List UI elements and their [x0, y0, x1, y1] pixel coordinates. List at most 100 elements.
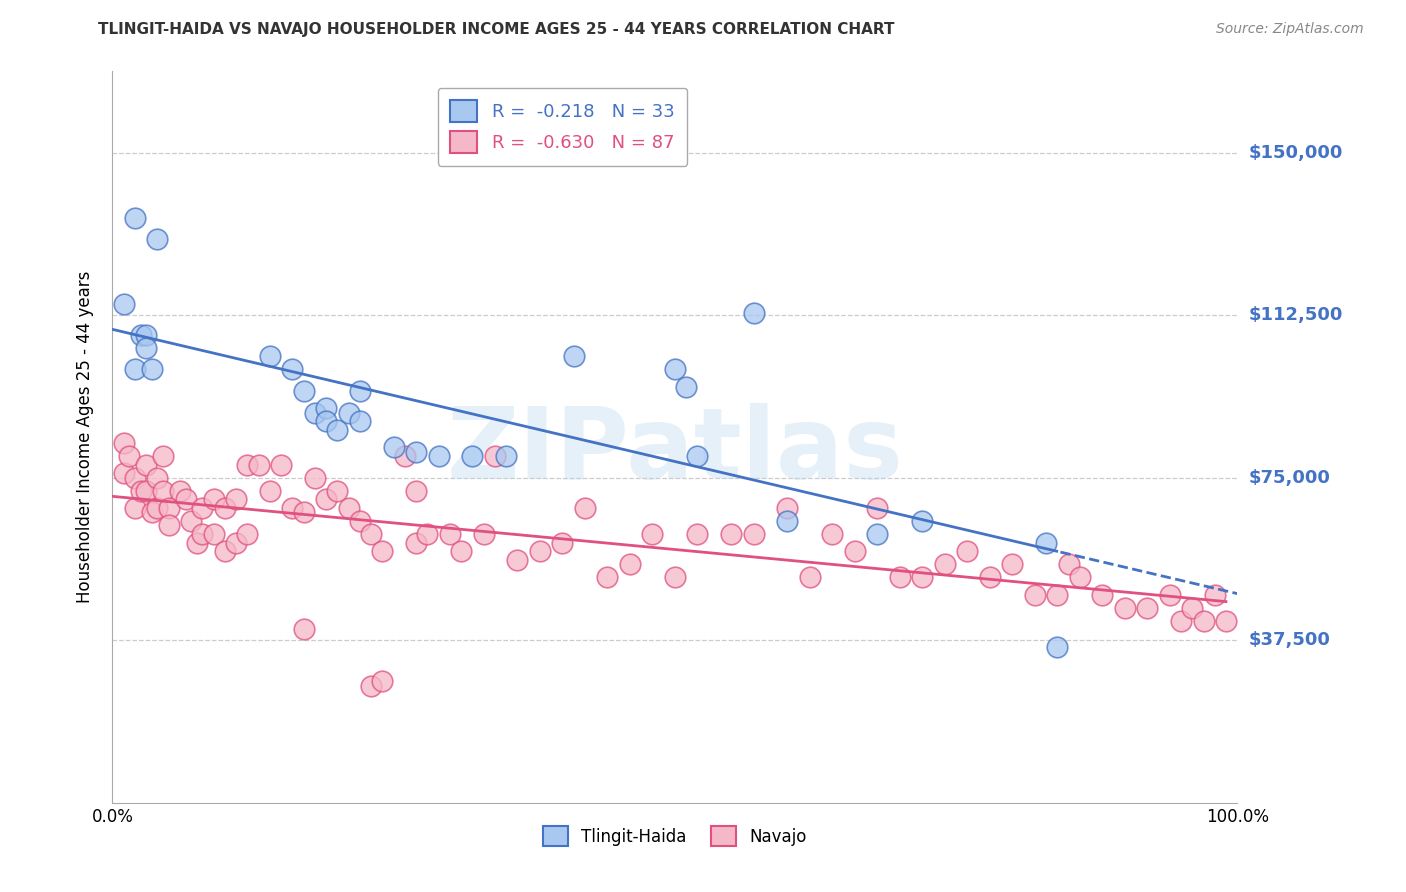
- Point: [1136, 600, 1159, 615]
- Point: [236, 527, 259, 541]
- Point: [1069, 570, 1091, 584]
- Point: [202, 527, 225, 541]
- Point: [461, 449, 484, 463]
- Point: [686, 449, 709, 463]
- Point: [506, 553, 529, 567]
- Point: [214, 501, 236, 516]
- Point: [1114, 600, 1136, 615]
- Point: [664, 362, 686, 376]
- Point: [326, 483, 349, 498]
- Point: [979, 570, 1001, 584]
- Point: [292, 505, 315, 519]
- Point: [439, 527, 461, 541]
- Point: [315, 401, 337, 416]
- Point: [844, 544, 866, 558]
- Point: [1159, 588, 1181, 602]
- Point: [174, 492, 197, 507]
- Point: [349, 384, 371, 398]
- Point: [619, 558, 641, 572]
- Point: [371, 544, 394, 558]
- Point: [382, 441, 405, 455]
- Point: [641, 527, 664, 541]
- Point: [1170, 614, 1192, 628]
- Point: [720, 527, 742, 541]
- Point: [394, 449, 416, 463]
- Point: [799, 570, 821, 584]
- Point: [157, 501, 180, 516]
- Point: [1181, 600, 1204, 615]
- Point: [1204, 588, 1226, 602]
- Legend: Tlingit-Haida, Navajo: Tlingit-Haida, Navajo: [536, 820, 814, 853]
- Point: [821, 527, 844, 541]
- Point: [124, 471, 146, 485]
- Point: [1046, 588, 1069, 602]
- Text: $37,500: $37,500: [1249, 632, 1330, 649]
- Point: [259, 349, 281, 363]
- Point: [247, 458, 270, 472]
- Point: [742, 527, 765, 541]
- Point: [675, 380, 697, 394]
- Point: [349, 514, 371, 528]
- Point: [135, 341, 157, 355]
- Text: $75,000: $75,000: [1249, 468, 1330, 487]
- Point: [191, 527, 214, 541]
- Point: [337, 501, 360, 516]
- Point: [934, 558, 956, 572]
- Point: [281, 362, 304, 376]
- Point: [911, 514, 934, 528]
- Point: [146, 232, 169, 246]
- Point: [236, 458, 259, 472]
- Point: [405, 444, 427, 458]
- Point: [112, 467, 135, 481]
- Point: [450, 544, 472, 558]
- Point: [529, 544, 551, 558]
- Point: [281, 501, 304, 516]
- Point: [742, 306, 765, 320]
- Point: [596, 570, 619, 584]
- Point: [152, 483, 174, 498]
- Point: [315, 492, 337, 507]
- Point: [956, 544, 979, 558]
- Point: [157, 518, 180, 533]
- Point: [146, 471, 169, 485]
- Point: [225, 535, 247, 549]
- Point: [180, 514, 202, 528]
- Text: ZIPatlas: ZIPatlas: [447, 403, 903, 500]
- Point: [292, 623, 315, 637]
- Point: [866, 527, 889, 541]
- Y-axis label: Householder Income Ages 25 - 44 years: Householder Income Ages 25 - 44 years: [76, 271, 94, 603]
- Point: [225, 492, 247, 507]
- Point: [349, 414, 371, 428]
- Point: [292, 384, 315, 398]
- Point: [664, 570, 686, 584]
- Point: [124, 211, 146, 225]
- Point: [1024, 588, 1046, 602]
- Point: [191, 501, 214, 516]
- Point: [259, 483, 281, 498]
- Point: [112, 297, 135, 311]
- Point: [866, 501, 889, 516]
- Point: [776, 514, 799, 528]
- Point: [405, 483, 427, 498]
- Point: [360, 527, 382, 541]
- Point: [124, 501, 146, 516]
- Point: [202, 492, 225, 507]
- Point: [118, 449, 141, 463]
- Point: [135, 483, 157, 498]
- Point: [495, 449, 517, 463]
- Point: [484, 449, 506, 463]
- Point: [574, 501, 596, 516]
- Point: [270, 458, 292, 472]
- Point: [124, 362, 146, 376]
- Point: [214, 544, 236, 558]
- Point: [911, 570, 934, 584]
- Point: [371, 674, 394, 689]
- Point: [169, 483, 191, 498]
- Point: [1057, 558, 1080, 572]
- Point: [686, 527, 709, 541]
- Text: TLINGIT-HAIDA VS NAVAJO HOUSEHOLDER INCOME AGES 25 - 44 YEARS CORRELATION CHART: TLINGIT-HAIDA VS NAVAJO HOUSEHOLDER INCO…: [98, 22, 896, 37]
- Point: [326, 423, 349, 437]
- Point: [315, 414, 337, 428]
- Point: [337, 406, 360, 420]
- Point: [427, 449, 450, 463]
